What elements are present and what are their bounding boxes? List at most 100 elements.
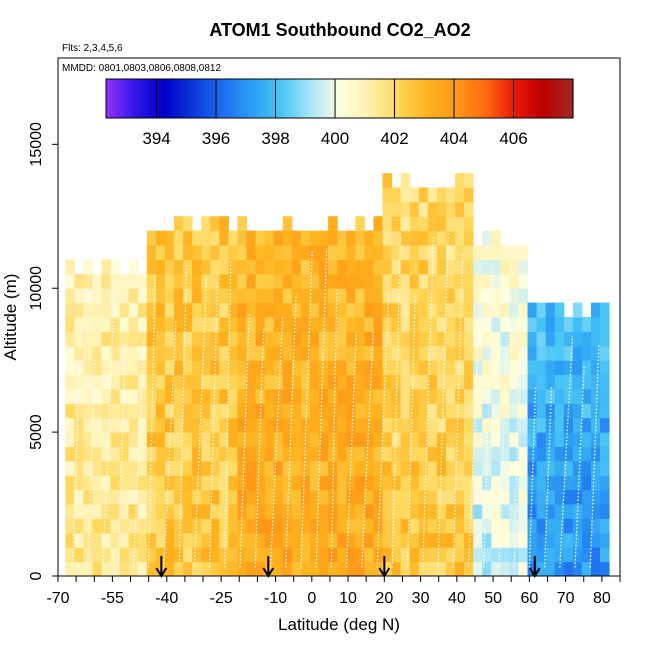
heatmap-cell — [101, 532, 112, 548]
heatmap-cell — [500, 388, 510, 404]
heatmap-cell — [554, 504, 565, 519]
colorbar-segment — [466, 79, 471, 118]
heatmap-cell — [400, 403, 411, 419]
heatmap-cell — [346, 547, 356, 563]
colorbar-segment — [452, 79, 457, 118]
heatmap-cell — [536, 317, 547, 332]
heatmap-cell — [581, 532, 592, 548]
heatmap-cell — [600, 489, 610, 505]
heatmap-cell — [110, 317, 121, 332]
heatmap-cell — [482, 504, 492, 519]
heatmap-cell — [282, 460, 293, 476]
heatmap-cell — [65, 259, 75, 275]
plot-frame — [57, 57, 621, 577]
heatmap-cell — [445, 403, 456, 419]
profile-tracks — [71, 232, 600, 568]
heatmap-cell — [146, 460, 157, 476]
heatmap-cell — [436, 273, 447, 289]
colorbar-segment — [289, 79, 294, 118]
heatmap-cell — [427, 561, 438, 577]
heatmap-cell — [282, 504, 293, 519]
heatmap-cell — [527, 388, 538, 404]
heatmap-cell — [455, 173, 465, 188]
heatmap-cell — [264, 259, 275, 275]
colorbar-segment — [396, 79, 401, 118]
heatmap-cell — [319, 259, 329, 275]
heatmap-cell — [346, 273, 356, 289]
heatmap-cell — [436, 345, 447, 361]
heatmap-cell — [264, 475, 275, 491]
heatmap-cell — [201, 230, 211, 246]
heatmap-cell — [364, 403, 374, 419]
heatmap-cell — [445, 388, 456, 404]
heatmap-cell — [228, 532, 238, 548]
heatmap-cell — [509, 561, 519, 577]
heatmap-cell — [400, 173, 411, 188]
heatmap-cell — [500, 561, 510, 577]
heatmap-cell — [400, 331, 411, 347]
heatmap-cell — [210, 317, 220, 332]
heatmap-cell — [264, 547, 275, 563]
heatmap-cell — [300, 388, 311, 404]
heatmap-cell — [491, 561, 501, 577]
heatmap-cell — [436, 561, 447, 577]
heatmap-cell — [373, 345, 384, 361]
heatmap-cell — [346, 259, 356, 275]
heatmap-cell — [319, 360, 329, 376]
heatmap-cell — [155, 345, 166, 361]
heatmap-cell — [192, 432, 202, 447]
heatmap-cell — [572, 547, 583, 563]
heatmap-cell — [545, 331, 556, 347]
heatmap-cell — [409, 489, 420, 505]
profile-track — [422, 236, 435, 568]
heatmap-cell — [373, 446, 384, 462]
heatmap-cell — [309, 561, 320, 577]
heatmap-cell — [128, 302, 139, 318]
y-tick-label: 15000 — [28, 122, 45, 167]
heatmap-cell — [174, 345, 184, 361]
profile-track — [559, 335, 574, 568]
colorbar-segment — [499, 79, 504, 118]
heatmap-cell — [264, 417, 275, 433]
heatmap-cell — [527, 403, 538, 419]
heatmap-cell — [74, 273, 84, 289]
heatmap-cell — [183, 360, 193, 376]
heatmap-cell — [273, 331, 284, 347]
heatmap-cell — [545, 504, 556, 519]
heatmap-cell — [391, 547, 402, 563]
heatmap-cell — [92, 561, 103, 577]
heatmap-cell — [418, 489, 429, 505]
heatmap-cell — [65, 288, 75, 304]
heatmap-cell — [119, 460, 130, 476]
heatmap-cell — [174, 216, 184, 232]
heatmap-cell — [201, 547, 211, 563]
heatmap-cell — [500, 360, 510, 376]
heatmap-cell — [364, 273, 374, 289]
heatmap-cell — [83, 446, 93, 462]
heatmap-cell — [255, 273, 266, 289]
heatmap-cell — [545, 460, 556, 476]
heatmap-cell — [92, 460, 103, 476]
heatmap-cell — [355, 317, 365, 332]
heatmap-cell — [309, 273, 320, 289]
heatmap-cell — [355, 288, 365, 304]
heatmap-cell — [418, 532, 429, 548]
heatmap-cell — [174, 302, 184, 318]
heatmap-cell — [554, 417, 565, 433]
heatmap-cell — [282, 230, 293, 246]
heatmap-cell — [364, 345, 374, 361]
heatmap-cell — [518, 345, 529, 361]
heatmap-cell — [137, 432, 148, 447]
heatmap-cell — [509, 432, 519, 447]
profile-track — [406, 293, 416, 568]
heatmap-cell — [183, 317, 193, 332]
heatmap-cell — [346, 302, 356, 318]
heatmap-cell — [409, 187, 420, 203]
heatmap-cell — [382, 518, 393, 534]
heatmap-cell — [110, 388, 121, 404]
profile-track — [102, 294, 115, 568]
heatmap-cell — [83, 345, 93, 361]
heatmap-cell — [491, 288, 501, 304]
heatmap-cell — [201, 360, 211, 376]
heatmap-cell — [83, 317, 93, 332]
